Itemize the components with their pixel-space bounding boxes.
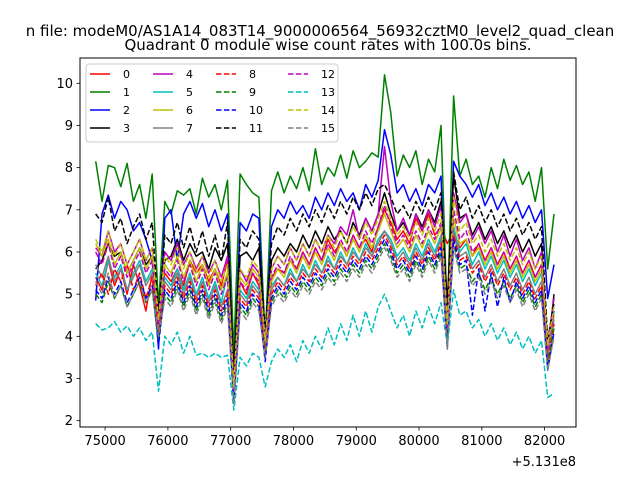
chart-title: Quadrant 0 module wise count rates with … (124, 36, 531, 54)
figure-suptitle: n file: modeM0/AS1A14_083T14_9000006564_… (26, 22, 615, 41)
series-line-13 (95, 289, 555, 411)
x-tick-label: 80000 (398, 434, 439, 449)
y-tick-label: 2 (65, 414, 73, 429)
legend-label-2: 2 (123, 104, 130, 117)
x-tick-label: 79000 (336, 434, 377, 449)
y-tick-label: 6 (65, 245, 73, 260)
series-layer (94, 74, 555, 411)
x-tick-label: 81000 (461, 434, 502, 449)
y-tick-label: 8 (65, 161, 73, 176)
series-line-15 (95, 247, 555, 405)
series-line-5 (95, 225, 555, 397)
series-line-10 (95, 238, 555, 405)
series-line-14 (95, 196, 555, 388)
x-tick-label: 77000 (210, 434, 251, 449)
legend-label-13: 13 (321, 86, 335, 99)
legend-label-1: 1 (123, 86, 130, 99)
legend-label-6: 6 (186, 104, 193, 117)
legend-label-7: 7 (186, 122, 193, 135)
legend-label-4: 4 (186, 68, 193, 81)
series-line-1 (94, 74, 555, 354)
y-tick-label: 3 (65, 372, 73, 387)
legend-label-15: 15 (321, 122, 335, 135)
y-tick-label: 5 (65, 288, 73, 303)
legend-label-9: 9 (249, 86, 256, 99)
axes-frame (79, 57, 577, 428)
legend-label-12: 12 (321, 68, 335, 81)
x-offset-label: +5.131e8 (512, 455, 576, 470)
x-tick-label: 82000 (524, 434, 565, 449)
x-axis: 75000 76000 77000 78000 79000 80000 81000 82000 (84, 427, 565, 449)
series-line-12 (95, 204, 555, 392)
x-tick-label: 76000 (147, 434, 188, 449)
series-line-8 (95, 234, 555, 397)
legend-label-8: 8 (249, 68, 256, 81)
y-tick-label: 4 (65, 330, 73, 345)
x-tick-label: 75000 (84, 434, 125, 449)
y-tick-label: 9 (65, 119, 73, 134)
legend-label-3: 3 (123, 122, 130, 135)
series-line-11 (95, 171, 555, 380)
series-line-6 (95, 213, 555, 388)
series-line-7 (95, 230, 555, 392)
legend-label-14: 14 (321, 104, 335, 117)
series-line-2 (94, 128, 555, 388)
y-axis: 2 3 4 5 6 7 8 9 10 (56, 77, 80, 429)
y-tick-label: 7 (65, 203, 73, 218)
legend-label-0: 0 (123, 68, 130, 81)
legend-label-11: 11 (249, 122, 263, 135)
y-tick-label: 10 (56, 77, 73, 92)
x-tick-label: 78000 (273, 434, 314, 449)
legend-label-5: 5 (186, 86, 193, 99)
legend-frame (85, 63, 339, 143)
legend-label-10: 10 (249, 104, 263, 117)
series-line-3 (95, 175, 555, 371)
